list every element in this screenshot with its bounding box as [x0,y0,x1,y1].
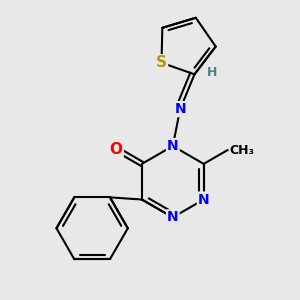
Text: N: N [167,210,178,224]
Text: N: N [198,193,209,206]
Text: N: N [167,139,178,153]
Text: H: H [207,66,217,79]
Text: O: O [110,142,123,157]
Text: S: S [156,55,167,70]
Text: N: N [174,102,186,116]
Text: CH₃: CH₃ [230,143,255,157]
